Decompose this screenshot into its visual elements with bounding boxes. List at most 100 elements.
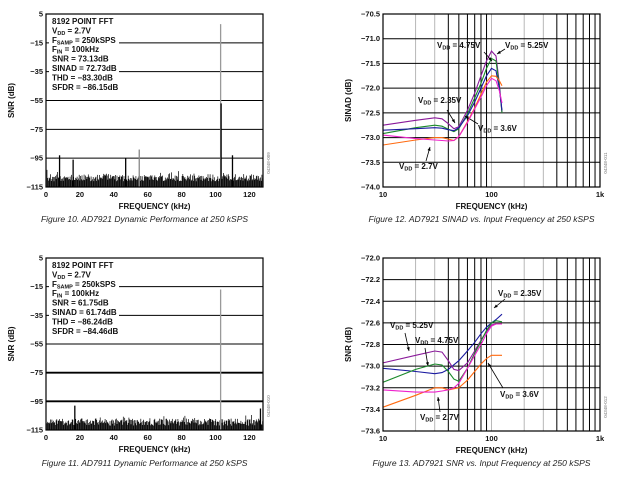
y-tick-label: −74.0 — [361, 183, 380, 192]
y-tick-label: −73.2 — [361, 383, 380, 392]
y-tick-label: −73.0 — [361, 362, 380, 371]
label-subscript: DD — [423, 101, 431, 107]
x-tick-label: 120 — [243, 190, 256, 199]
annotation-value: = 250kSPS — [73, 280, 117, 289]
series-line-1 — [382, 323, 502, 372]
y-tick-label: −71.0 — [361, 34, 380, 43]
label-value: = 2.35V — [431, 96, 462, 105]
arrowhead-icon — [465, 116, 469, 120]
arrowhead-icon — [436, 397, 441, 401]
plot-frame — [45, 13, 264, 188]
y-tick-label: −115 — [27, 183, 43, 192]
annotation-box — [49, 260, 119, 340]
x-tick-label: 40 — [110, 190, 118, 199]
arrowhead-icon — [488, 363, 492, 367]
figure-id: 04348-011 — [603, 152, 608, 174]
plot-frame — [382, 257, 601, 432]
series-label: VDD = 3.6V — [500, 390, 540, 401]
series-line-3 — [382, 354, 502, 408]
y-tick-label: 5 — [39, 254, 43, 263]
series-line-4 — [382, 323, 502, 393]
annotation-text: 8192 POINT FFT — [52, 261, 113, 270]
y-tick-label: −73.5 — [361, 158, 380, 167]
label-subscript: DD — [395, 326, 403, 332]
y-tick-label: −35 — [30, 311, 43, 320]
annotation-line: SINAD = 61.74dB — [52, 308, 117, 317]
label-value: = 3.6V — [513, 390, 539, 399]
label-value: = 5.25V — [403, 321, 434, 330]
x-tick-label: 20 — [76, 433, 84, 442]
annotation-text: V — [52, 270, 58, 279]
x-tick-label: 100 — [485, 434, 498, 443]
label-prefix: V — [437, 41, 443, 50]
annotation-text: SNR = 73.13dB — [52, 55, 109, 64]
y-axis-title: SINAD (dB) — [344, 79, 353, 122]
annotation-line: FSAMP = 250kSPS — [52, 36, 116, 47]
label-value: = 5.25V — [518, 41, 549, 50]
x-axis-title: FREQUENCY (kHz) — [119, 202, 191, 211]
y-tick-label: 5 — [39, 10, 43, 19]
series-label: VDD = 4.75V — [415, 336, 459, 347]
label-prefix: V — [505, 41, 511, 50]
annotation-text: THD = −83.30dB — [52, 73, 113, 82]
figure-caption: Figure 11. AD7911 Dynamic Performance at… — [42, 458, 248, 468]
annotation-text: F — [52, 36, 57, 45]
plot-frame — [382, 13, 601, 188]
label-value: = 4.75V — [428, 336, 459, 345]
arrowhead-icon — [451, 119, 455, 123]
x-axis-title: FREQUENCY (kHz) — [456, 446, 528, 455]
plot-frame — [45, 257, 264, 431]
series-label: VDD = 5.25V — [505, 41, 549, 52]
y-tick-label: −15 — [30, 282, 43, 291]
label-prefix: V — [415, 336, 421, 345]
label-prefix: V — [390, 321, 396, 330]
x-tick-label: 1k — [596, 190, 605, 199]
annotation-text: F — [52, 45, 57, 54]
annotation-line: THD = −83.30dB — [52, 73, 113, 82]
figure-caption: Figure 13. AD7921 SNR vs. Input Frequenc… — [373, 458, 591, 468]
annotation-line: THD = −86.24dB — [52, 317, 113, 326]
label-value: = 3.6V — [491, 124, 517, 133]
x-tick-label: 1k — [596, 434, 605, 443]
series-label: VDD = 3.6V — [478, 124, 518, 135]
x-tick-label: 10 — [379, 190, 387, 199]
annotation-line: SFDR = −84.46dB — [52, 327, 118, 336]
x-tick-label: 80 — [177, 190, 185, 199]
annotation-value: = 2.7V — [65, 26, 91, 35]
annotation-line: SFDR = −86.15dB — [52, 83, 118, 92]
annotation-text: SFDR = −86.15dB — [52, 83, 118, 92]
annotation-line: SNR = 61.75dB — [52, 299, 109, 308]
annotation-value: = 250kSPS — [73, 36, 117, 45]
y-tick-label: −70.5 — [361, 10, 380, 19]
annotation-text: SNR = 61.75dB — [52, 299, 109, 308]
annotation-line: VDD = 2.7V — [52, 26, 92, 37]
y-tick-label: −95 — [30, 154, 43, 163]
x-tick-label: 120 — [243, 433, 256, 442]
annotation-subscript: DD — [57, 31, 65, 37]
label-subscript: DD — [483, 129, 491, 135]
arrowhead-icon — [494, 304, 498, 308]
label-subscript: DD — [425, 418, 433, 424]
figure-id: 04348-009 — [266, 152, 271, 174]
annotation-line: 8192 POINT FFT — [52, 261, 113, 270]
x-tick-label: 0 — [44, 433, 48, 442]
label-prefix: V — [478, 124, 484, 133]
series-label: VDD = 4.75V — [437, 41, 481, 52]
label-subscript: DD — [505, 395, 513, 401]
y-tick-label: −73.0 — [361, 133, 380, 142]
annotation-line: FIN = 100kHz — [52, 289, 99, 300]
noise-floor — [46, 415, 263, 430]
y-tick-label: −72.0 — [361, 84, 380, 93]
label-subscript: DD — [503, 294, 511, 300]
label-value: = 2.7V — [412, 162, 438, 171]
series-line-3 — [382, 75, 503, 146]
label-prefix: V — [500, 390, 506, 399]
label-value: = 2.7V — [433, 413, 459, 422]
y-tick-label: −15 — [30, 38, 43, 47]
label-arrow — [487, 362, 504, 389]
y-tick-label: −75 — [30, 368, 43, 377]
